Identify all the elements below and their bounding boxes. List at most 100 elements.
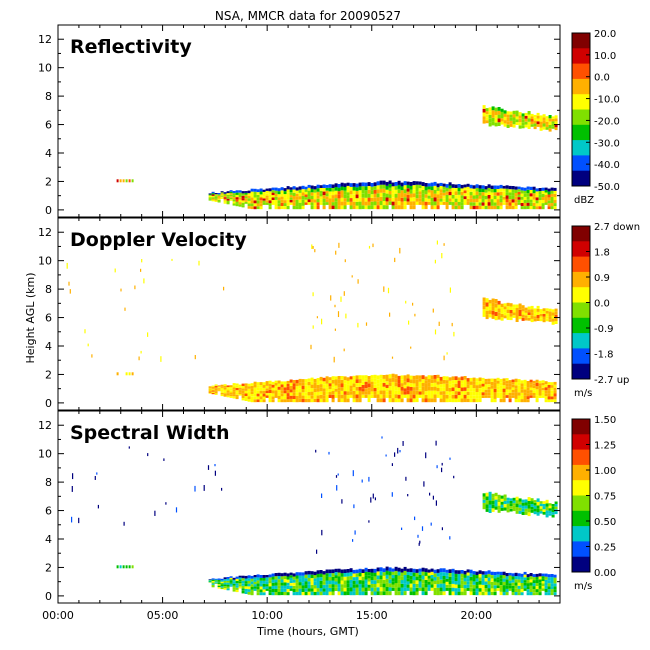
lower-cloud-mark [253, 200, 257, 204]
lower-cloud-mark [466, 587, 470, 591]
lower-cloud-mark [415, 375, 419, 380]
lower-cloud-mark [259, 191, 263, 195]
lower-cloud-mark [361, 186, 365, 190]
lower-cloud-mark [511, 205, 515, 210]
lower-cloud-mark [505, 592, 509, 596]
upper-cloud-mark [551, 512, 555, 515]
lower-cloud-mark [466, 581, 470, 585]
lower-cloud-mark [328, 573, 332, 577]
upper-cloud-mark [518, 309, 522, 313]
lower-cloud-mark [541, 576, 545, 579]
lower-cloud-mark [418, 388, 422, 392]
lower-cloud-mark [322, 574, 326, 578]
lower-cloud-mark [496, 574, 500, 578]
lower-cloud-mark [349, 198, 353, 202]
lower-cloud-mark [340, 587, 344, 592]
lower-cloud-mark [316, 395, 320, 399]
speckle-mark [446, 352, 448, 355]
speckle-mark [449, 287, 451, 293]
lower-cloud-mark [298, 196, 302, 200]
lower-cloud-mark [541, 382, 545, 386]
lower-cloud-mark [481, 188, 485, 193]
lower-cloud-mark [346, 198, 350, 202]
upper-cloud-mark [518, 504, 522, 508]
lower-cloud-mark [469, 205, 473, 210]
colorbar-tick-label: 1.50 [594, 415, 616, 426]
lower-cloud-mark [235, 585, 239, 588]
lower-cloud-mark [304, 591, 308, 596]
lower-cloud-mark [334, 587, 338, 591]
lower-cloud-mark [502, 578, 506, 582]
lower-cloud-mark [418, 587, 422, 591]
lower-cloud-mark [361, 584, 365, 588]
colorbar-tick-label: 0.00 [594, 568, 616, 579]
upper-cloud-mark [542, 509, 546, 512]
lower-cloud-mark [433, 197, 437, 202]
speckle-mark [221, 487, 223, 491]
upper-cloud-mark [545, 313, 549, 317]
lower-cloud-mark [463, 581, 467, 585]
lower-cloud-mark [211, 390, 215, 392]
y-tick-label: 0 [45, 204, 52, 217]
lower-cloud-mark [229, 580, 233, 583]
lower-cloud-mark [361, 591, 365, 596]
upper-cloud-mark [482, 112, 486, 117]
lower-cloud-mark [253, 586, 257, 589]
lower-cloud-mark [478, 391, 482, 396]
lower-cloud-mark [268, 200, 272, 204]
lower-cloud-mark [325, 193, 329, 197]
lower-cloud-mark [331, 376, 335, 380]
upper-cloud-mark [536, 124, 540, 127]
lower-cloud-mark [376, 386, 380, 391]
lower-cloud-mark [355, 383, 359, 387]
lower-cloud-mark [550, 187, 554, 191]
y-tick-label: 8 [45, 90, 52, 103]
colorbar-tick-label: 0.75 [594, 492, 616, 503]
speckle-mark [418, 542, 420, 546]
lower-cloud-mark [343, 387, 347, 392]
lower-cloud-mark [241, 383, 245, 386]
lower-cloud-mark [250, 388, 254, 392]
lower-cloud-mark [391, 587, 395, 591]
lower-cloud-mark [262, 198, 266, 201]
upper-cloud-mark [527, 114, 531, 119]
lower-cloud-mark [340, 205, 344, 210]
lower-cloud-mark [493, 571, 497, 576]
lower-cloud-mark [322, 384, 326, 389]
lower-cloud-mark [430, 205, 434, 210]
lower-cloud-mark [373, 205, 377, 210]
colorbar-swatch [572, 33, 590, 49]
lower-cloud-mark [481, 584, 485, 589]
lower-cloud-mark [490, 378, 494, 382]
speckle-mark [314, 249, 316, 253]
upper-cloud-mark [536, 121, 540, 125]
lower-cloud-mark [271, 384, 275, 388]
lower-cloud-mark [220, 586, 224, 588]
upper-cloud-mark [524, 121, 528, 125]
lower-cloud-mark [208, 580, 212, 581]
lower-cloud-mark [514, 585, 518, 589]
lower-cloud-mark [544, 573, 548, 577]
lower-cloud-mark [307, 398, 311, 403]
upper-cloud-mark [488, 118, 492, 123]
lower-cloud-mark [364, 186, 368, 191]
lower-cloud-mark [277, 588, 281, 592]
lower-cloud-mark [499, 398, 503, 403]
speckle-mark [354, 530, 356, 535]
lower-cloud-mark [481, 578, 485, 582]
lower-cloud-mark [550, 387, 554, 391]
lower-cloud-mark [349, 183, 353, 187]
lower-cloud-mark [523, 196, 527, 200]
speckle-mark [352, 470, 354, 477]
lower-cloud-mark [520, 389, 524, 393]
colorbar-swatch [572, 109, 590, 126]
lower-cloud-mark [232, 203, 236, 206]
lower-cloud-mark [274, 187, 278, 191]
lower-cloud-mark [313, 575, 317, 579]
lower-cloud-mark [256, 592, 260, 596]
lower-cloud-mark [277, 576, 281, 580]
upper-cloud-mark [530, 504, 534, 507]
lower-cloud-mark [538, 588, 542, 592]
lower-cloud-mark [391, 201, 395, 206]
lower-cloud-mark [538, 385, 542, 389]
